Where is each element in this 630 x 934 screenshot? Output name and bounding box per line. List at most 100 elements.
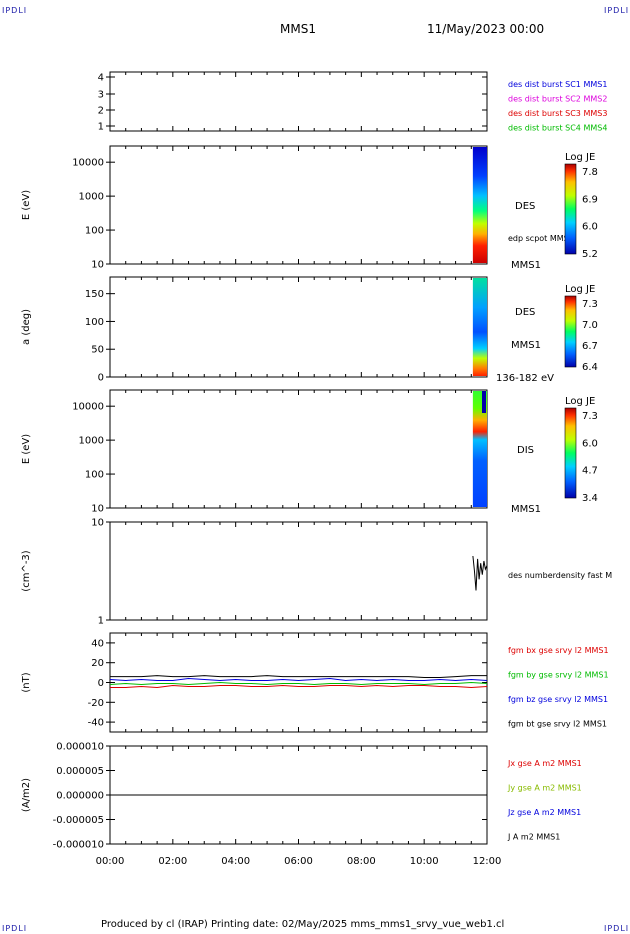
des-energy-panel-ylabel: E (eV) — [21, 190, 32, 220]
burst-panel-legend-entry: des dist burst SC4 MMS4 — [508, 124, 607, 133]
des-pitch-panel-ytick-label: 100 — [85, 317, 104, 328]
burst-panel-legend-entry: des dist burst SC1 MMS1 — [508, 80, 607, 89]
des-pitch-panel-ytick-label: 150 — [85, 289, 104, 300]
des-energy-panel-colorbar — [564, 163, 577, 255]
des-pitch-panel-frame — [109, 276, 488, 378]
density-panel-legend-entry: des numberdensity fast M — [508, 571, 612, 580]
dis-energy-panel-ytick-label: 10 — [91, 504, 104, 515]
dis-energy-panel-spectrogram-edge — [482, 391, 486, 413]
burst-panel-frame — [109, 71, 488, 132]
des-pitch-panel-ytick-label: 0 — [98, 373, 104, 384]
dis-energy-panel-colorbar-tick: 3.4 — [582, 493, 598, 504]
current-panel-ytick-label: -0.000010 — [53, 840, 104, 851]
des-pitch-panel-colorbar-tick: 7.0 — [582, 320, 598, 331]
des-energy-panel-colorbar-title: Log JE — [565, 152, 595, 163]
density-panel-ylabel: (cm^-3) — [21, 550, 32, 591]
des-energy-panel-overlay-label: edp scpot MMS1 — [508, 234, 574, 243]
des-energy-panel-instrument-label: DES — [515, 201, 535, 212]
dis-energy-panel-colorbar-title: Log JE — [565, 396, 595, 407]
current-panel-xtick-label: 12:00 — [473, 856, 502, 867]
current-panel-legend-entry: Jx gse A m2 MMS1 — [507, 759, 582, 768]
corner-mark-top-left: IPDLI — [2, 6, 28, 15]
des-pitch-panel-spectrogram — [472, 278, 487, 376]
dis-energy-panel-ytick-label: 1000 — [79, 436, 104, 447]
current-panel-legend-entry: Jz gse A m2 MMS1 — [507, 808, 581, 817]
des-pitch-panel-colorbar-title: Log JE — [565, 284, 595, 295]
current-panel-ytick-label: 0.000000 — [56, 791, 104, 802]
des-pitch-panel-energy-range-label: 136-182 eV — [496, 373, 554, 384]
current-panel-xtick-label: 00:00 — [96, 856, 125, 867]
des-energy-panel-ytick-label: 10000 — [72, 158, 104, 169]
current-panel-xtick-label: 10:00 — [410, 856, 439, 867]
current-panel-ytick-label: 0.000005 — [56, 766, 104, 777]
des-energy-panel-spacecraft-label: MMS1 — [511, 260, 541, 271]
current-panel-xtick-label: 02:00 — [158, 856, 187, 867]
des-energy-panel-ytick-label: 1000 — [79, 192, 104, 203]
des-pitch-panel-ytick-label: 50 — [91, 345, 104, 356]
footer-credits: Produced by cl (IRAP) Printing date: 02/… — [101, 919, 505, 930]
dis-energy-panel-frame — [109, 389, 488, 509]
dis-energy-panel-ylabel: E (eV) — [21, 434, 32, 464]
des-energy-panel-ytick-label: 100 — [85, 226, 104, 237]
fgm-panel-legend-entry: fgm by gse srvy l2 MMS1 — [508, 671, 609, 680]
burst-panel-legend-entry: des dist burst SC2 MMS2 — [508, 95, 607, 104]
fgm-panel-series-line — [109, 681, 488, 686]
des-energy-panel-spectrogram — [472, 147, 487, 263]
des-energy-panel-colorbar-tick: 7.8 — [582, 167, 598, 178]
fgm-panel-series-line — [110, 675, 487, 678]
burst-panel-ytick-label: 2 — [98, 106, 104, 117]
corner-mark-bottom-left: IPDLI — [2, 924, 28, 933]
fgm-panel-legend-entry: fgm bx gse srvy l2 MMS1 — [508, 646, 609, 655]
dis-energy-panel-spectrogram — [472, 391, 487, 507]
fgm-panel-series-line — [110, 684, 488, 689]
datetime-title: 11/May/2023 00:00 — [427, 22, 545, 36]
dis-energy-panel-colorbar-tick: 6.0 — [582, 438, 598, 449]
fgm-panel-ytick-label: 0 — [98, 678, 104, 689]
des-pitch-panel-colorbar-tick: 7.3 — [582, 299, 598, 310]
des-pitch-panel-colorbar-tick: 6.4 — [582, 362, 598, 373]
current-panel-xtick-label: 06:00 — [284, 856, 313, 867]
fgm-panel-ytick-label: 20 — [91, 658, 104, 669]
corner-mark-bottom-right: IPDLI — [604, 924, 630, 933]
fgm-panel-legend-entry: fgm bt gse srvy l2 MMS1 — [508, 720, 607, 729]
density-panel-density-line — [472, 555, 488, 591]
burst-panel-legend-entry: des dist burst SC3 MMS3 — [508, 109, 607, 118]
density-panel-frame — [109, 521, 488, 621]
des-energy-panel-colorbar-tick: 5.2 — [582, 249, 598, 260]
current-panel-xtick-label: 08:00 — [347, 856, 376, 867]
des-pitch-panel-instrument-label: DES — [515, 307, 535, 318]
des-pitch-panel-colorbar-tick: 6.7 — [582, 341, 598, 352]
fgm-panel-ytick-label: -40 — [88, 718, 104, 729]
corner-mark-top-right: IPDLI — [604, 6, 630, 15]
dis-energy-panel-ytick-label: 10000 — [72, 402, 104, 413]
des-pitch-panel-ylabel: a (deg) — [21, 309, 32, 345]
des-pitch-panel-colorbar — [564, 295, 577, 368]
des-energy-panel-colorbar-tick: 6.0 — [582, 222, 598, 233]
fgm-panel-legend-entry: fgm bz gse srvy l2 MMS1 — [508, 695, 608, 704]
burst-panel-ytick-label: 4 — [98, 73, 104, 84]
des-energy-panel-ytick-label: 10 — [91, 260, 104, 271]
burst-panel-ytick-label: 3 — [98, 90, 104, 101]
density-panel-ytick-label: 1 — [98, 616, 104, 627]
fgm-panel-ytick-label: -20 — [88, 698, 104, 709]
des-energy-panel-colorbar-tick: 6.9 — [582, 194, 598, 205]
fgm-panel-ylabel: (nT) — [21, 672, 32, 692]
spacecraft-title: MMS1 — [280, 22, 316, 36]
dis-energy-panel-colorbar-tick: 7.3 — [582, 411, 598, 422]
current-panel-ylabel: (A/m2) — [21, 778, 32, 812]
current-panel-legend-entry: Jy gse A m2 MMS1 — [507, 784, 582, 793]
dis-energy-panel-spacecraft-label: MMS1 — [511, 504, 541, 515]
fgm-panel-frame — [109, 632, 488, 733]
fgm-panel-ytick-label: 40 — [91, 638, 104, 649]
dis-energy-panel-colorbar-tick: 4.7 — [582, 466, 598, 477]
burst-panel-ytick-label: 1 — [98, 122, 104, 133]
des-pitch-panel-spacecraft-label: MMS1 — [511, 340, 541, 351]
des-energy-panel-frame — [109, 145, 488, 265]
current-panel-xtick-label: 04:00 — [221, 856, 250, 867]
density-panel-ytick-label: 10 — [91, 518, 104, 529]
dis-energy-panel-colorbar — [564, 407, 577, 499]
dis-energy-panel-instrument-label: DIS — [517, 445, 534, 456]
dis-energy-panel-ytick-label: 100 — [85, 470, 104, 481]
current-panel-ytick-label: 0.000010 — [56, 742, 104, 753]
